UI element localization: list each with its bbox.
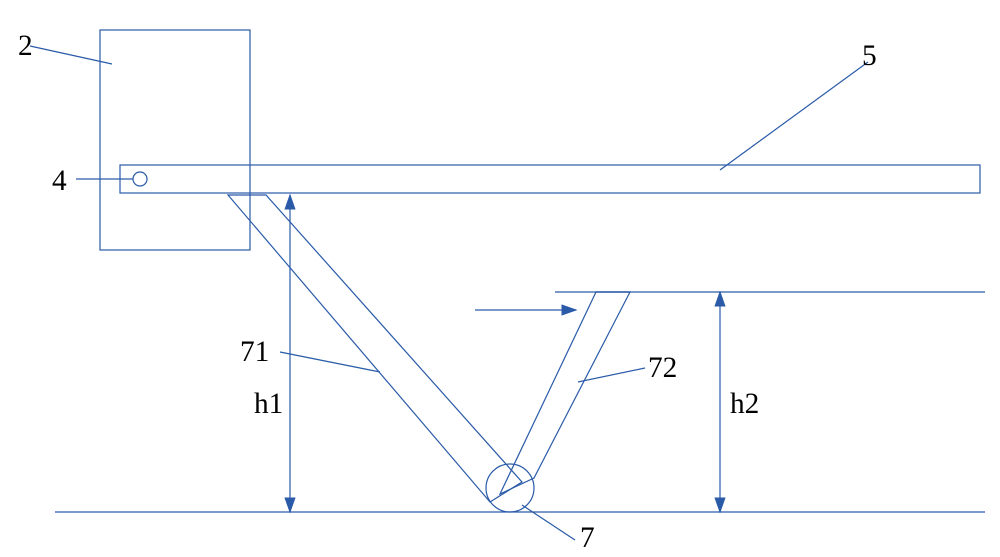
label-7: 7 xyxy=(580,522,595,555)
label-h2: h2 xyxy=(730,388,759,421)
label-h1: h1 xyxy=(254,388,283,421)
label-71: 71 xyxy=(240,336,269,369)
label-2: 2 xyxy=(18,30,33,63)
label-72: 72 xyxy=(648,352,677,385)
diagram-root: 2 4 5 7 71 72 h1 h2 xyxy=(0,0,1000,557)
label-4: 4 xyxy=(52,165,67,198)
diagram-svg xyxy=(0,0,1000,557)
label-5: 5 xyxy=(862,40,877,73)
